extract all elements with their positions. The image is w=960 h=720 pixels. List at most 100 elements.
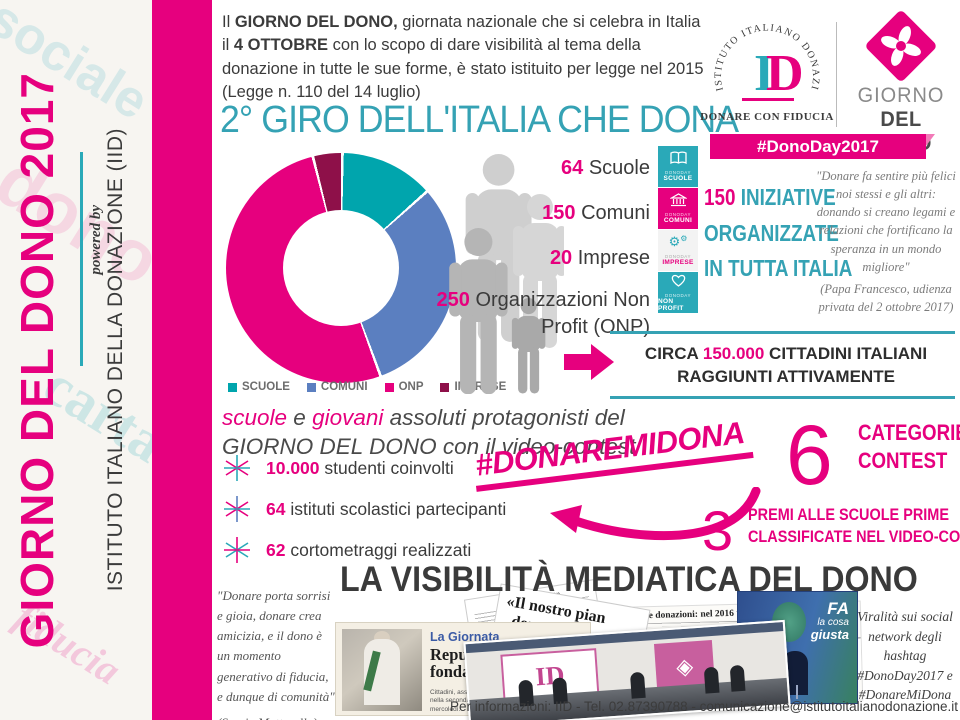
footer-contact-info: Per informazioni: IID - Tel. 02.87390788…	[450, 699, 958, 714]
contest-categories: CATEGORIE CONTEST	[858, 419, 960, 474]
pink-accent-bar	[152, 0, 212, 720]
quote-attribution: (Sergio Mattarella)	[217, 713, 335, 720]
stat-number: 20	[549, 247, 573, 269]
badge-scuole: DONODAY SCUOLE	[658, 146, 698, 187]
iid-underline	[742, 98, 794, 101]
bullet-number: 62	[266, 539, 286, 560]
legend-swatch	[228, 382, 237, 392]
star-bullet-icon	[224, 496, 250, 522]
badge-label: IMPRESE	[662, 259, 694, 266]
badge-brand: DONODAY	[665, 292, 691, 298]
media-heading: LA VISIBILITÀ MEDIATICA DEL DONO	[340, 560, 918, 599]
stat-label: Imprese	[572, 247, 650, 269]
stat-comuni: 150 Comuni	[450, 202, 650, 225]
donoday-hashtag: #DonoDay2017	[757, 137, 879, 156]
legend-swatch	[306, 382, 316, 392]
legend-label: SCUOLE	[242, 381, 290, 393]
stat-number: 150	[542, 202, 576, 224]
badge-brand: DONODAY	[665, 254, 691, 259]
reach-text: RAGGIUNTI ATTIVAMENTE	[677, 366, 895, 386]
bullet-number: 10.000	[266, 457, 320, 478]
legend-swatch	[440, 382, 450, 392]
bullet-istituti: 64 istituti scolastici partecipanti	[224, 496, 506, 522]
quote-text: "Donare porta sorrisi e gioia, donare cr…	[217, 588, 335, 704]
prizes-text: PREMI ALLE SCUOLE PRIME CLASSIFICATE NEL…	[748, 504, 960, 548]
reach-statement: CIRCA 150.000 CITTADINI ITALIANI RAGGIUN…	[618, 343, 954, 389]
stat-label: Scuole	[583, 157, 650, 179]
bullet-cortometraggi: 62 cortometraggi realizzati	[224, 537, 471, 563]
legend-item-scuole: SCUOLE	[228, 381, 290, 393]
star-bullet-icon	[224, 455, 250, 481]
donoday-badges: DONODAY SCUOLE DONODAY COMUNI ⚙⚙ DONODAY…	[658, 146, 698, 314]
schools-heading-pink: scuole	[222, 405, 288, 430]
badge-imprese: ⚙⚙ DONODAY IMPRESE	[658, 230, 698, 271]
diamond-icon: ◈	[675, 653, 694, 680]
right-arrow-icon	[564, 344, 614, 380]
powered-by-label: powered by	[88, 205, 105, 315]
pope-francis-quote: "Donare fa sentire più felici noi stessi…	[813, 167, 959, 316]
heart-icon	[671, 274, 686, 291]
reach-text: CIRCA	[644, 344, 703, 363]
initiatives-text: ORGANIZZATE	[704, 219, 839, 246]
badge-label: SCUOLE	[663, 175, 693, 182]
intro-text: giornata nazionale che si celebra in Ita…	[222, 13, 701, 55]
donut-hole	[283, 210, 399, 326]
prizes-number-3: 3	[702, 499, 734, 562]
stat-number: 64	[561, 157, 584, 179]
badge-label: COMUNI	[663, 217, 693, 224]
family-silhouettes	[444, 150, 567, 399]
section-heading-giro: 2° GIRO DELL'ITALIA CHE DONA	[220, 99, 739, 141]
legend-swatch	[384, 382, 394, 392]
tv-title-line: giusta	[810, 627, 849, 643]
gears-icon: ⚙⚙	[668, 234, 688, 249]
book-icon	[669, 151, 687, 168]
powered-by-text: powered by	[88, 205, 104, 275]
bullet-studenti: 10.000 studenti coinvolti	[224, 455, 454, 481]
bank-icon	[668, 193, 688, 210]
contest-number-6: 6	[786, 408, 833, 502]
contest-categories-line: CATEGORIE	[858, 420, 960, 445]
tv-show-title: FA la cosa giusta	[811, 600, 849, 642]
logo-divider	[836, 22, 837, 127]
schools-heading-line2: GIORNO DEL DONO con il video-contest	[222, 434, 636, 460]
iid-letter-i: I	[754, 45, 774, 102]
contest-categories-line: CONTEST	[858, 447, 948, 473]
mattarella-quote: "Donare porta sorrisi e gioia, donare cr…	[217, 586, 335, 720]
gdd-logo-line1: GIORNO	[857, 84, 945, 107]
social-virality-note: Viralità sui social network degli hashta…	[857, 609, 953, 703]
reach-number: 150.000	[702, 344, 765, 363]
tv-title-line: FA	[827, 599, 849, 618]
badge-comuni: DONODAY COMUNI	[658, 188, 698, 229]
legend-item-comuni: COMUNI	[306, 381, 368, 393]
stat-label: Comuni	[575, 202, 650, 224]
initiatives-block: 150 INIZIATIVE ORGANIZZATE IN TUTTA ITAL…	[704, 180, 852, 287]
divider-line-bottom	[610, 396, 955, 399]
sidebar-divider-line	[80, 152, 83, 366]
ribbon-fold	[926, 134, 935, 146]
legend-label: COMUNI	[320, 381, 368, 393]
clipping-photo	[342, 629, 422, 711]
prizes-line: PREMI ALLE SCUOLE PRIME	[748, 505, 949, 524]
divider-line-top	[610, 331, 955, 334]
event-title-text: GIORNO DEL DONO 2017	[11, 71, 63, 649]
initiatives-number: 150	[704, 184, 736, 210]
stat-number: 250	[436, 289, 470, 311]
organization-text: ISTITUTO ITALIANO DELLA DONAZIONE (IID)	[104, 128, 127, 592]
intro-paragraph: Il GIORNO DEL DONO, giornata nazionale c…	[222, 11, 704, 105]
iid-letter-d: D	[766, 45, 804, 102]
intro-text: Il	[222, 13, 235, 31]
bullet-number: 64	[266, 498, 286, 519]
diamond-icon	[866, 11, 936, 81]
donoday-ribbon: #DonoDay2017	[710, 134, 935, 159]
badge-brand: DONODAY	[665, 212, 691, 217]
iid-logo: ISTITUTO ITALIANO DONAZIONE I D DONARE C…	[696, 0, 834, 137]
bullet-label: studenti coinvolti	[319, 457, 454, 478]
prizes-line: CLASSIFICATE NEL VIDEO-CONTEST	[748, 527, 960, 547]
intro-text: con lo scopo di dare visibilità al tema …	[222, 36, 704, 102]
left-sidebar: sociale carta dono fiducia GIORNO DEL DO…	[0, 0, 152, 720]
schools-heading-text: assoluti protagonisti del	[383, 405, 625, 430]
badge-label: NON PROFIT	[658, 297, 684, 312]
badge-brand: DONODAY	[665, 170, 691, 175]
reach-text: CITTADINI ITALIANI	[764, 344, 928, 363]
